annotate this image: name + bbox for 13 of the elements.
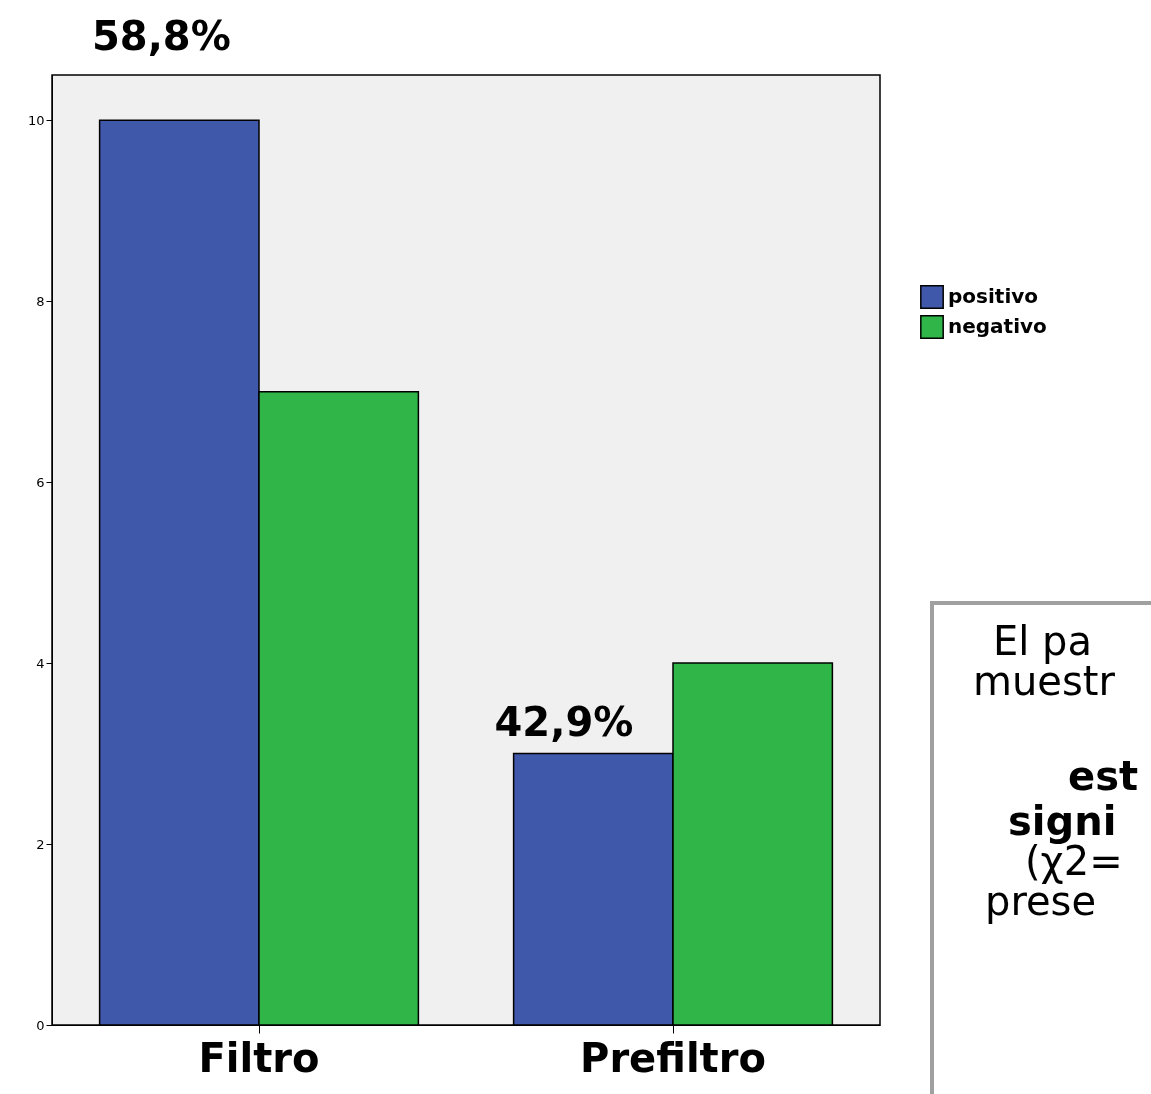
y-tick-label: 4 — [36, 655, 45, 671]
y-tick-label: 10 — [27, 112, 45, 128]
annotation: 42,9% — [494, 698, 634, 745]
text: 58,8% — [92, 13, 231, 59]
y-tick-label: 8 — [36, 293, 45, 309]
legend-label: negativo — [948, 314, 1047, 338]
y-tick-label: 6 — [36, 474, 45, 490]
y-tick-label: 0 — [36, 1017, 45, 1033]
legend-label: positivo — [948, 284, 1039, 308]
x-tick-label: Prefiltro — [580, 1034, 766, 1081]
y-tick-label: 2 — [36, 836, 45, 852]
x-tick-label: Filtro — [198, 1034, 320, 1081]
text: est — [1068, 753, 1139, 799]
